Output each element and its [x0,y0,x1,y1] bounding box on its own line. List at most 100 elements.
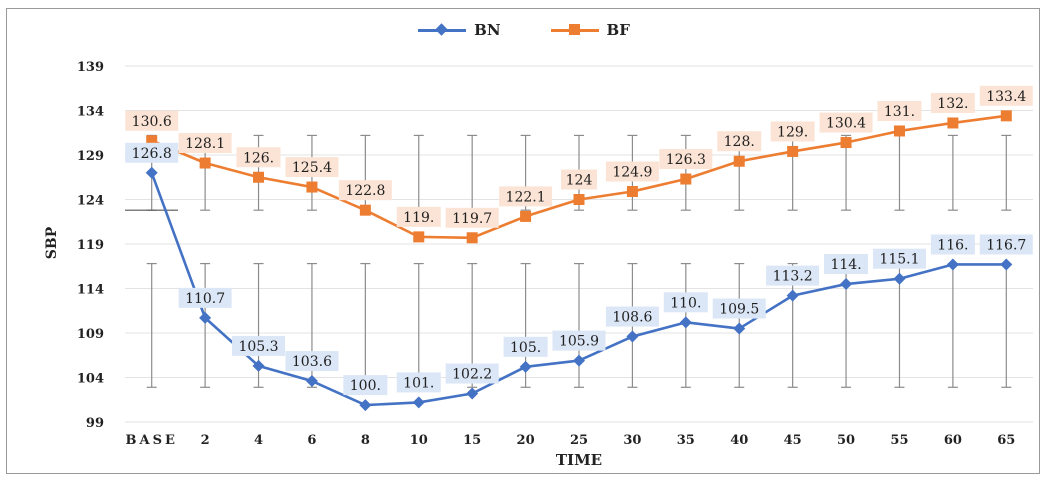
data-point-bn [305,375,318,388]
data-point-bn [199,311,212,324]
data-label-bg [499,186,553,207]
x-tick-label: 65 [997,433,1015,448]
data-label-bn: 116.7 [986,237,1026,253]
data-point-bf [359,204,371,216]
x-tick-label: 50 [837,433,855,448]
x-tick-label: 6 [307,433,316,448]
data-point-bf [893,125,905,137]
data-label-bf: 125.4 [292,160,332,176]
data-label-bf: 119. [403,210,434,226]
data-point-bn [626,330,639,343]
x-tick-label: 35 [677,433,695,448]
y-axis-label: SBP [44,226,60,259]
data-point-bn [679,316,692,329]
data-label-bg [659,149,713,170]
data-label-bn: 100. [350,378,381,394]
data-point-bf [1000,110,1012,122]
data-label-bg [819,112,873,133]
data-label-bg [445,207,499,228]
x-tick-label: 60 [944,433,962,448]
data-label-bf: 132. [937,96,968,112]
data-label-bn: 110.7 [185,291,225,307]
data-point-bf [199,157,211,169]
data-point-bf [306,181,318,193]
legend-label-bn: BN [474,21,501,39]
y-tick-label: 114 [77,283,104,298]
data-point-bf [787,145,799,157]
data-label-bg [770,121,815,142]
legend-swatch-bf [550,22,599,38]
data-label-bf: 128.1 [185,136,225,152]
data-label-bf: 128. [724,134,755,150]
y-tick-label: 124 [77,194,104,209]
data-point-bf [573,194,585,205]
data-label-bg [285,351,339,372]
data-label-bg [605,161,659,182]
data-point-bf [840,137,852,149]
data-label-bg [979,85,1033,106]
data-label-bf: 130.4 [826,116,866,132]
data-point-bf [680,173,692,185]
data-point-bn [893,272,906,285]
data-label-bg [872,248,926,269]
data-label-bg [930,92,975,113]
data-label-bg [712,298,766,319]
legend-item-bf[interactable]: BF [550,21,630,39]
data-point-bn [840,278,853,291]
y-tick-label: 139 [77,60,104,75]
data-label-bf: 130.6 [132,114,172,130]
x-tick-label: 10 [410,433,428,448]
data-label-bn: 103.6 [292,354,332,370]
data-label-bg [236,147,281,168]
x-axis-label: TIME [556,451,602,469]
data-label-bf: 124 [566,173,593,189]
data-label-bn: 105.9 [559,334,599,350]
data-label-bg [930,234,975,255]
data-point-bf [520,210,532,222]
data-label-bg [178,287,232,308]
data-label-bg [979,234,1033,255]
data-label-bn: 114. [830,257,861,273]
data-point-bf [413,231,425,243]
data-label-bg [766,265,820,286]
data-label-bg [338,180,392,201]
data-label-bg [824,254,869,275]
y-tick-label: 119 [77,238,104,253]
legend-item-bn[interactable]: BN [418,21,501,39]
data-label-bg [125,110,179,131]
data-label-bn: 109.5 [719,302,759,318]
data-label-bg [877,100,922,121]
data-point-bn [252,359,265,372]
series-lines [145,110,1013,412]
x-tick-label: 20 [517,433,535,448]
data-point-bf [733,155,745,167]
data-label-bg [445,363,499,384]
data-label-bg [343,375,388,396]
data-label-bn: 116. [937,237,968,253]
data-point-bn [786,289,799,302]
x-tick-label: BASE [126,433,178,448]
data-point-bf [146,135,158,147]
data-point-bn [519,360,532,373]
x-tick-label: 15 [463,433,481,448]
x-tick-label: 2 [201,433,210,448]
x-tick-label: 8 [361,433,370,448]
data-label-bg [125,142,179,163]
y-tick-label: 134 [77,105,104,120]
data-label-bf: 126.3 [666,152,706,168]
data-point-bf [253,171,265,183]
x-tick-label: 4 [254,433,263,448]
data-label-bg [503,336,548,357]
data-point-bn [412,396,425,409]
data-label-bg [285,157,339,178]
data-label-bf: 122.1 [506,189,546,205]
data-point-bn [733,322,746,335]
data-point-bn [359,399,372,412]
data-label-bg [552,330,606,351]
data-label-bn: 108.6 [612,310,652,326]
y-tick-label: 104 [77,372,104,387]
data-label-bg [396,206,441,227]
data-labels: 126.8 110.7 105.3 103.6 100. 101. 102.2 105. 105… [125,85,1033,396]
data-label-bf: 122.8 [345,183,385,199]
